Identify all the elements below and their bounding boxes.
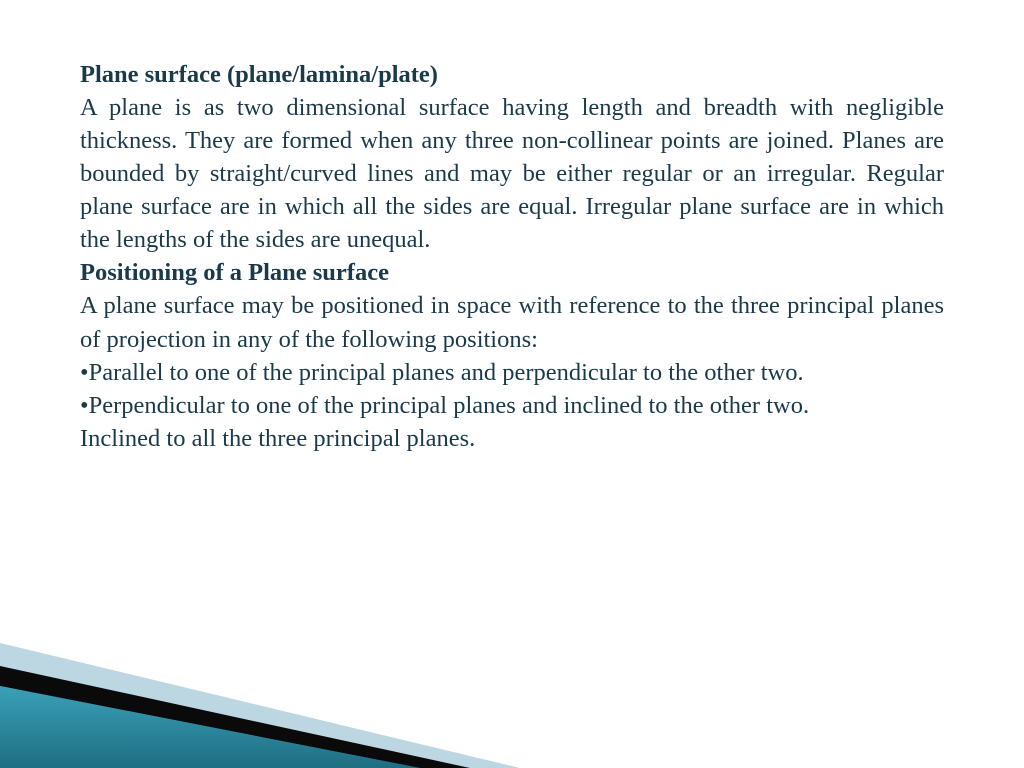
wedge-light [0,643,520,768]
heading-positioning: Positioning of a Plane surface [80,256,944,289]
wedge-dark [0,666,470,768]
slide-decoration [0,588,1024,768]
bullet-inclined: Inclined to all the three principal plan… [80,422,944,455]
wedge-teal-highlight [0,686,420,768]
heading-plane-surface: Plane surface (plane/lamina/plate) [80,58,944,91]
paragraph-positioning: A plane surface may be positioned in spa… [80,289,944,355]
paragraph-definition: A plane is as two dimensional surface ha… [80,91,944,256]
bullet-perpendicular: •Perpendicular to one of the principal p… [80,389,944,422]
wedge-teal [0,686,420,768]
bullet-parallel: •Parallel to one of the principal planes… [80,356,944,389]
slide-content: Plane surface (plane/lamina/plate) A pla… [80,58,944,455]
